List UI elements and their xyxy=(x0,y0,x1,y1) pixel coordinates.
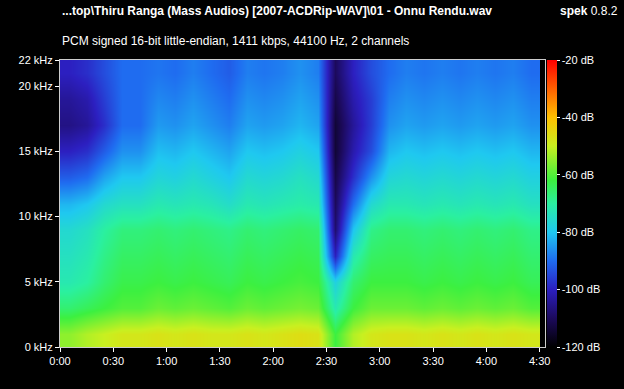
svg-text:2:30: 2:30 xyxy=(316,355,337,367)
svg-text:4:00: 4:00 xyxy=(476,355,497,367)
svg-text:PCM signed 16-bit little-endia: PCM signed 16-bit little-endian, 1411 kb… xyxy=(62,34,409,48)
svg-text:1:30: 1:30 xyxy=(209,355,230,367)
svg-text:4:30: 4:30 xyxy=(529,355,550,367)
svg-text:-120 dB: -120 dB xyxy=(562,341,601,353)
svg-text:-100 dB: -100 dB xyxy=(562,283,601,295)
svg-text:0:00: 0:00 xyxy=(49,355,70,367)
svg-text:...top\Thiru Ranga (Mass Audio: ...top\Thiru Ranga (Mass Audios) [2007-A… xyxy=(62,4,492,18)
svg-text:3:30: 3:30 xyxy=(422,355,443,367)
svg-text:-20 dB: -20 dB xyxy=(562,54,594,66)
svg-text:0:30: 0:30 xyxy=(103,355,124,367)
svg-text:22 kHz: 22 kHz xyxy=(19,54,53,66)
svg-text:5 kHz: 5 kHz xyxy=(25,276,53,288)
svg-text:spek 0.8.2: spek 0.8.2 xyxy=(560,4,618,18)
svg-text:2:00: 2:00 xyxy=(262,355,283,367)
svg-text:10 kHz: 10 kHz xyxy=(19,210,53,222)
svg-text:-40 dB: -40 dB xyxy=(562,111,594,123)
svg-text:3:00: 3:00 xyxy=(369,355,390,367)
svg-text:1:00: 1:00 xyxy=(156,355,177,367)
svg-text:-60 dB: -60 dB xyxy=(562,169,594,181)
svg-text:20 kHz: 20 kHz xyxy=(19,80,53,92)
svg-text:0 kHz: 0 kHz xyxy=(25,341,53,353)
svg-text:-80 dB: -80 dB xyxy=(562,226,594,238)
svg-text:15 kHz: 15 kHz xyxy=(19,145,53,157)
